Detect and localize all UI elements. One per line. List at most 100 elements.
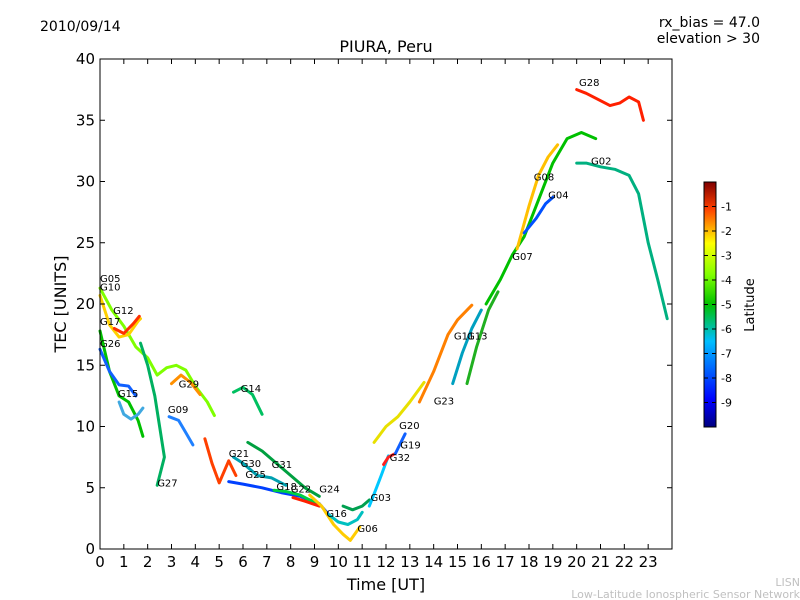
series-G18 bbox=[272, 488, 316, 504]
chart-title: PIURA, Peru bbox=[339, 37, 432, 56]
footer-org-long: Low-Latitude Ionospheric Sensor Network bbox=[571, 588, 800, 600]
series-G32 bbox=[382, 451, 397, 466]
label-G29: G29 bbox=[179, 379, 199, 390]
colorbar-tick-label: -4 bbox=[721, 274, 732, 287]
x-tick-label: 17 bbox=[496, 553, 515, 571]
label-G08: G08 bbox=[534, 172, 554, 183]
x-tick-label: 19 bbox=[543, 553, 562, 571]
x-tick-label: 0 bbox=[95, 553, 105, 571]
series-G22 bbox=[291, 496, 321, 508]
plot-frame bbox=[99, 58, 673, 550]
y-tick-label: 40 bbox=[76, 50, 95, 68]
series-G27 bbox=[139, 341, 166, 487]
series-G09 bbox=[167, 415, 195, 447]
label-G17: G17 bbox=[100, 317, 120, 328]
x-tick-label: 13 bbox=[400, 553, 419, 571]
y-tick-label: 0 bbox=[85, 540, 95, 558]
label-G20: G20 bbox=[399, 421, 419, 432]
label-G30: G30 bbox=[241, 459, 261, 470]
series-G14 bbox=[232, 385, 264, 416]
series-G03 bbox=[367, 454, 390, 508]
label-G32: G32 bbox=[390, 453, 410, 464]
x-tick-label: 4 bbox=[191, 553, 201, 571]
x-tick-label: 22 bbox=[615, 553, 634, 571]
footer-org-short: LISN bbox=[775, 576, 800, 589]
colorbar-tick-label: -7 bbox=[721, 348, 732, 361]
x-tick-label: 10 bbox=[329, 553, 348, 571]
label-G06: G06 bbox=[357, 524, 377, 535]
x-tick-label: 7 bbox=[262, 553, 272, 571]
series-G29 bbox=[170, 373, 202, 397]
x-tick-label: 8 bbox=[286, 553, 296, 571]
x-axis-label: Time [UT] bbox=[346, 575, 425, 594]
series-G04 bbox=[522, 195, 555, 235]
colorbar-tick-label: -1 bbox=[721, 201, 732, 214]
x-tick-label: 23 bbox=[639, 553, 658, 571]
colorbar-tick-label: -8 bbox=[721, 372, 732, 385]
x-tick-label: 14 bbox=[424, 553, 443, 571]
series-G30 bbox=[232, 455, 288, 487]
series-G08 bbox=[515, 143, 560, 251]
x-tick-label: 21 bbox=[591, 553, 610, 571]
x-tick-label: 20 bbox=[567, 553, 586, 571]
label-G03: G03 bbox=[371, 493, 391, 504]
label-G18: G18 bbox=[276, 482, 296, 493]
colorbar-tick-label: -3 bbox=[721, 250, 732, 263]
series-G06 bbox=[341, 498, 371, 512]
label-G25: G25 bbox=[245, 470, 265, 481]
label-G23: G23 bbox=[434, 396, 454, 407]
label-G19: G19 bbox=[400, 441, 420, 452]
series-G07 bbox=[484, 131, 598, 306]
series-G12 bbox=[112, 314, 141, 335]
label-G16: G16 bbox=[326, 509, 346, 520]
date-label: 2010/09/14 bbox=[40, 19, 121, 35]
series-G28 bbox=[575, 88, 645, 122]
y-tick-label: 15 bbox=[76, 356, 95, 374]
series-G11 bbox=[451, 308, 483, 386]
colorbar-label: Latitude bbox=[743, 278, 758, 332]
label-G31: G31 bbox=[272, 460, 292, 471]
x-tick-label: 12 bbox=[376, 553, 395, 571]
series-G23 bbox=[417, 303, 474, 404]
series-G31 bbox=[246, 440, 321, 498]
label-G28: G28 bbox=[579, 78, 599, 89]
label-G27: G27 bbox=[157, 479, 177, 490]
x-tick-label: 9 bbox=[310, 553, 320, 571]
x-tick-label: 6 bbox=[238, 553, 248, 571]
x-tick-label: 1 bbox=[119, 553, 129, 571]
x-axis: 0 1 2 3 4 5 6 7 8 9 10 11 12 13 14 15 16 17 18 19 20 21 22 23 bbox=[95, 59, 658, 571]
label-G07: G07 bbox=[512, 252, 532, 263]
y-axis-label: TEC [UNITS] bbox=[51, 256, 70, 354]
label-G22: G22 bbox=[291, 485, 311, 496]
label-G26: G26 bbox=[100, 339, 120, 350]
rx-bias-label: rx_bias = 47.0 bbox=[659, 15, 760, 31]
y-tick-label: 30 bbox=[76, 173, 95, 191]
x-tick-label: 18 bbox=[519, 553, 538, 571]
x-tick-label: 2 bbox=[143, 553, 153, 571]
label-G11: G11 bbox=[454, 332, 474, 343]
x-tick-label: 3 bbox=[167, 553, 177, 571]
label-G09: G09 bbox=[168, 405, 188, 416]
series-G13 bbox=[465, 290, 500, 386]
label-G21: G21 bbox=[229, 449, 249, 460]
x-tick-label: 11 bbox=[353, 553, 372, 571]
y-tick-label: 20 bbox=[76, 295, 95, 313]
label-G24: G24 bbox=[319, 485, 339, 496]
series-G20 bbox=[372, 380, 426, 444]
label-G10: G10 bbox=[100, 283, 120, 294]
colorbar-tick-label: -6 bbox=[721, 323, 732, 336]
y-tick-label: 10 bbox=[76, 418, 95, 436]
y-tick-label: 5 bbox=[85, 479, 95, 497]
series-G10 bbox=[98, 293, 142, 339]
series-G21 bbox=[203, 437, 238, 485]
colorbar-tick-label: -2 bbox=[721, 225, 732, 238]
x-tick-label: 5 bbox=[214, 553, 224, 571]
label-G14: G14 bbox=[241, 384, 261, 395]
colorbar-tick-label: -9 bbox=[721, 397, 732, 410]
label-G02: G02 bbox=[591, 156, 611, 167]
y-axis: 0 5 10 15 20 25 30 35 40 bbox=[76, 50, 672, 558]
x-tick-label: 16 bbox=[472, 553, 491, 571]
y-tick-label: 35 bbox=[76, 111, 95, 129]
